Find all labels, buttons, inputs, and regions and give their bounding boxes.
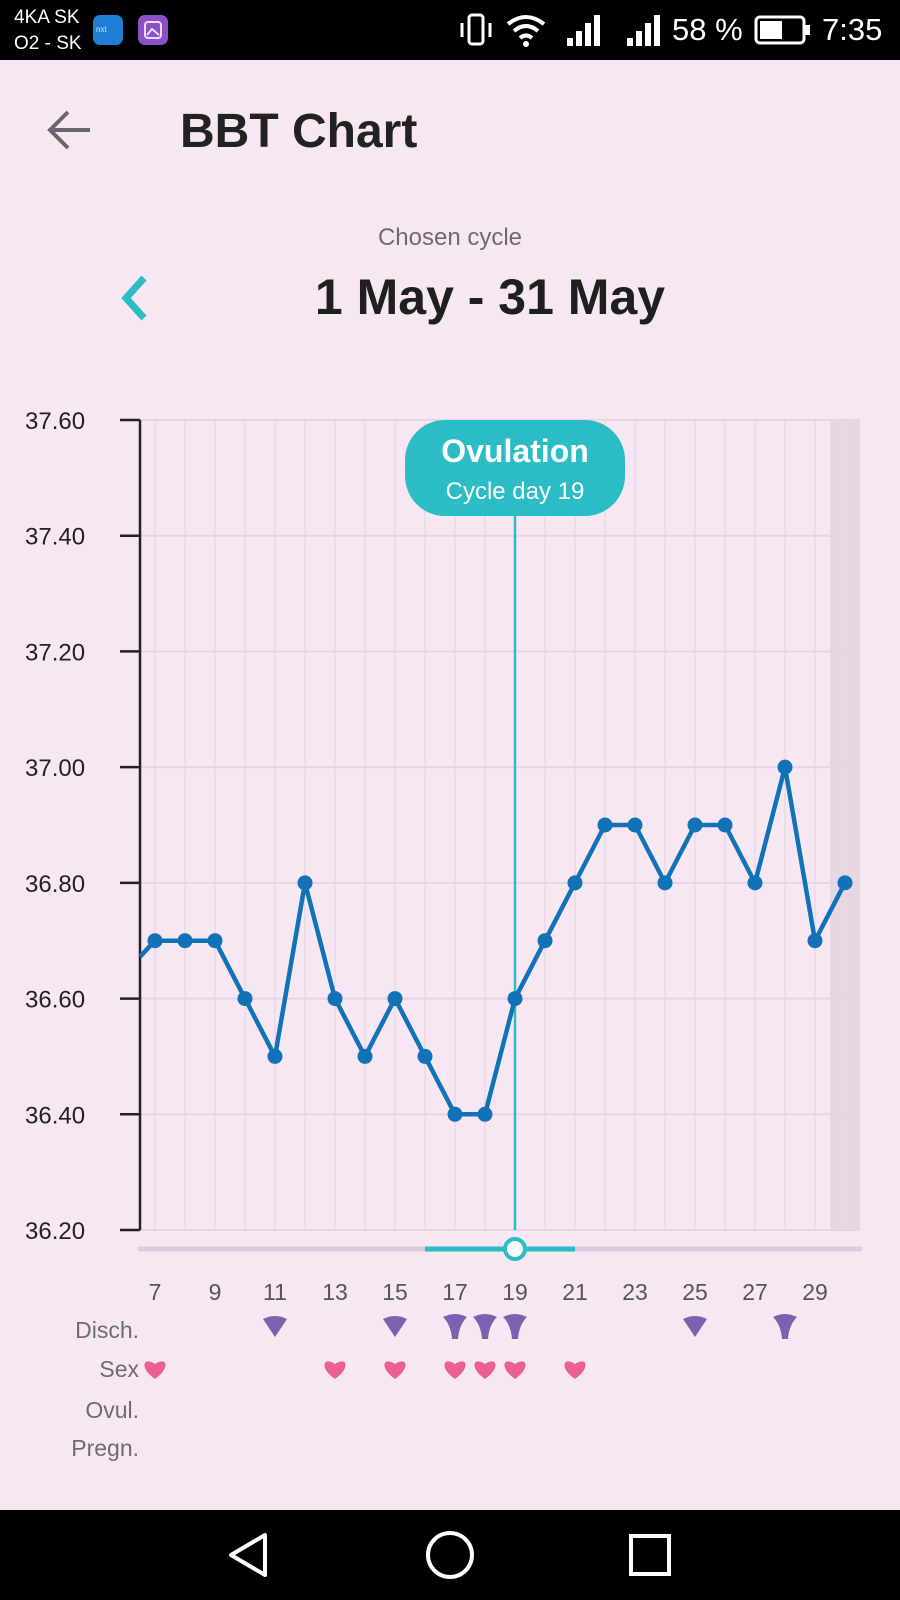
chevron-left-icon — [121, 275, 147, 321]
temperature-point-day-11[interactable] — [267, 1048, 283, 1064]
temperature-point-day-12[interactable] — [297, 875, 313, 891]
x-tick-label: 23 — [622, 1279, 648, 1305]
temperature-point-day-30[interactable] — [837, 875, 853, 891]
nav-home-button[interactable] — [395, 1510, 505, 1600]
back-button[interactable] — [40, 100, 100, 160]
temperature-point-day-20[interactable] — [537, 933, 553, 949]
discharge-drop-icon — [263, 1316, 287, 1337]
cycle-caption: Chosen cycle — [377, 224, 523, 251]
temperature-point-day-9[interactable] — [207, 933, 223, 949]
temperature-point-day-24[interactable] — [657, 875, 673, 891]
marker-row-label: Ovul. — [85, 1397, 139, 1423]
sex-heart-icon — [474, 1361, 496, 1379]
prev-cycle-button[interactable] — [112, 270, 162, 326]
y-tick-label: 37.40 — [25, 524, 85, 551]
sex-heart-icon — [564, 1361, 586, 1379]
cycle-range: 1 May - 31 May — [314, 269, 666, 325]
temperature-point-day-16[interactable] — [417, 1048, 433, 1064]
temperature-point-day-21[interactable] — [567, 875, 583, 891]
x-tick-label: 29 — [802, 1279, 828, 1305]
discharge-drop-icon — [383, 1316, 407, 1337]
carrier-1: 4KA SK — [14, 7, 80, 28]
temperature-point-day-14[interactable] — [357, 1048, 373, 1064]
square-recents-icon — [629, 1534, 671, 1576]
vibrate-icon — [460, 13, 492, 46]
temperature-point-day-10[interactable] — [237, 991, 253, 1007]
temperature-point-day-26[interactable] — [717, 817, 733, 833]
sex-heart-icon — [444, 1361, 466, 1379]
sex-heart-icon — [384, 1361, 406, 1379]
y-tick-label: 37.20 — [25, 639, 85, 666]
status-bar: 4KA SK O2 - SK nxt 58 % 7:35 — [0, 0, 900, 60]
discharge-fluid-icon — [773, 1314, 797, 1339]
temperature-point-day-15[interactable] — [387, 991, 403, 1007]
temperature-point-day-28[interactable] — [777, 759, 793, 775]
wifi-icon — [506, 15, 546, 47]
sex-heart-icon — [324, 1361, 346, 1379]
chart-scrollbar-thumb[interactable] — [503, 1237, 527, 1261]
temperature-point-day-25[interactable] — [687, 817, 703, 833]
y-tick-label: 36.60 — [25, 987, 85, 1014]
y-tick-label: 37.60 — [25, 408, 85, 435]
temperature-point-day-29[interactable] — [807, 933, 823, 949]
ovulation-badge — [405, 420, 625, 516]
bbt-chart[interactable]: 37.60 37.40 37.20 37.00 36.80 36.60 36.40 36.20… — [0, 0, 900, 1510]
x-tick-label: 21 — [562, 1279, 588, 1305]
battery-icon — [754, 15, 810, 45]
y-tick-label: 37.00 — [25, 755, 85, 782]
temperature-point-day-7[interactable] — [147, 933, 163, 949]
battery-percent: 58 % — [672, 12, 743, 47]
x-tick-label: 17 — [442, 1279, 468, 1305]
marker-row-label: Sex — [99, 1356, 139, 1382]
signal-icon — [627, 15, 660, 46]
temperature-point-day-23[interactable] — [627, 817, 643, 833]
app-icon: nxt — [93, 15, 123, 45]
x-tick-label: 19 — [502, 1279, 528, 1305]
nav-back-button[interactable] — [195, 1510, 305, 1600]
signal-icon — [567, 15, 600, 46]
x-tick-label: 11 — [263, 1279, 287, 1305]
y-tick-label: 36.80 — [25, 871, 85, 898]
ovulation-subtitle: Cycle day 19 — [446, 478, 585, 505]
x-tick-label: 25 — [682, 1279, 708, 1305]
marker-row-label: Pregn. — [71, 1435, 139, 1461]
ovulation-title: Ovulation — [441, 433, 589, 469]
clock: 7:35 — [822, 12, 883, 47]
y-tick-label: 36.20 — [25, 1218, 85, 1245]
temperature-point-day-22[interactable] — [597, 817, 613, 833]
navigation-bar — [0, 1510, 900, 1600]
sex-heart-icon — [144, 1361, 166, 1379]
temperature-point-day-8[interactable] — [177, 933, 193, 949]
x-tick-label: 7 — [149, 1279, 162, 1305]
x-tick-label: 27 — [742, 1279, 768, 1305]
x-tick-label: 9 — [209, 1279, 222, 1305]
discharge-fluid-icon — [503, 1314, 527, 1339]
carrier-2: O2 - SK — [14, 33, 82, 54]
temperature-point-day-13[interactable] — [327, 991, 343, 1007]
discharge-fluid-icon — [473, 1314, 497, 1339]
temperature-point-day-19[interactable] — [507, 991, 523, 1007]
triangle-back-icon — [229, 1533, 267, 1577]
discharge-fluid-icon — [443, 1314, 467, 1339]
page-title: BBT Chart — [180, 105, 418, 158]
discharge-drop-icon — [683, 1316, 707, 1337]
gallery-icon — [138, 15, 168, 45]
temperature-point-day-17[interactable] — [447, 1106, 463, 1122]
nav-recents-button[interactable] — [595, 1510, 705, 1600]
x-tick-label: 13 — [322, 1279, 348, 1305]
marker-row-label: Disch. — [75, 1317, 139, 1343]
circle-home-icon — [426, 1531, 474, 1579]
sex-heart-icon — [504, 1361, 526, 1379]
x-tick-label: 15 — [382, 1279, 408, 1305]
temperature-point-day-27[interactable] — [747, 875, 763, 891]
arrow-left-icon — [47, 110, 90, 150]
temperature-point-day-18[interactable] — [477, 1106, 493, 1122]
y-tick-label: 36.40 — [25, 1102, 85, 1129]
